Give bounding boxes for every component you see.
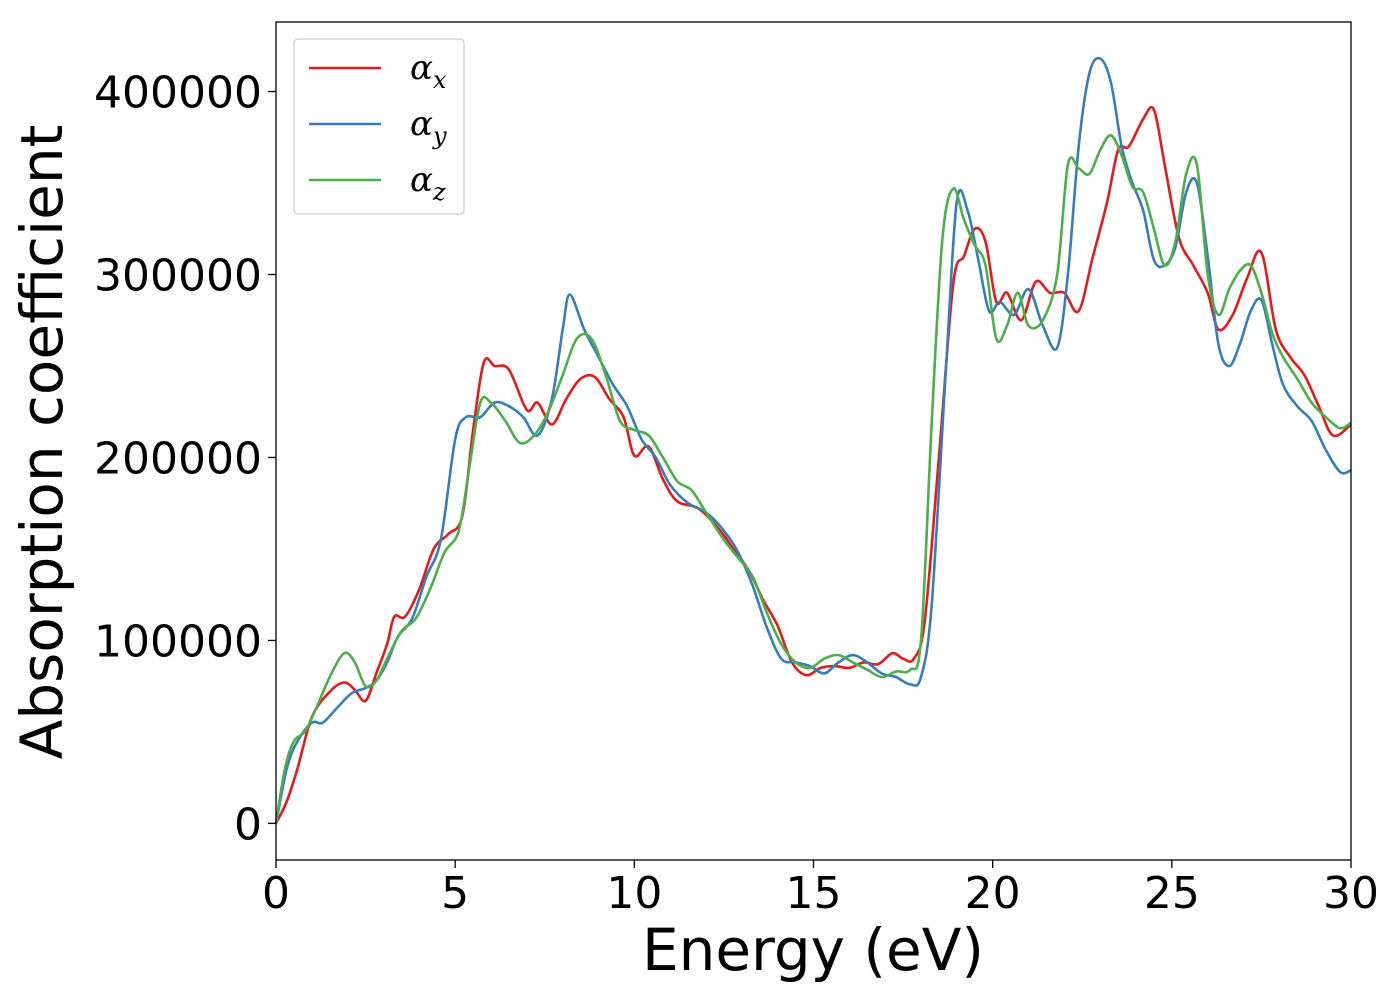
x-tick-label: 15 bbox=[786, 868, 842, 919]
y-tick-label: 300000 bbox=[94, 250, 262, 301]
y-axis-ticks: 0 100000 200000 300000 400000 bbox=[94, 68, 276, 850]
x-tick-label: 30 bbox=[1323, 868, 1379, 919]
y-tick-label: 200000 bbox=[94, 433, 262, 484]
y-axis-title: Absorption coefficient bbox=[8, 125, 76, 760]
legend-label-z: αz bbox=[410, 160, 446, 206]
y-tick-label: 0 bbox=[234, 799, 262, 850]
legend: αx αy αz bbox=[293, 38, 465, 215]
series-line-x bbox=[274, 105, 1352, 824]
x-tick-label: 25 bbox=[1144, 868, 1200, 919]
y-tick-label: 100000 bbox=[94, 616, 262, 667]
plot-lines bbox=[274, 56, 1352, 824]
legend-label-y: αy bbox=[410, 104, 447, 150]
x-tick-label: 5 bbox=[441, 868, 469, 919]
legend-box bbox=[293, 38, 465, 215]
legend-label-x: αx bbox=[410, 48, 447, 94]
x-axis-title: Energy (eV) bbox=[642, 916, 984, 984]
x-tick-label: 20 bbox=[965, 868, 1021, 919]
series-line-z bbox=[274, 134, 1352, 824]
series-line-y bbox=[274, 56, 1352, 824]
x-axis-ticks: 0 5 10 15 20 25 30 bbox=[262, 860, 1379, 919]
x-tick-label: 10 bbox=[606, 868, 662, 919]
y-tick-label: 400000 bbox=[94, 68, 262, 119]
x-tick-label: 0 bbox=[262, 868, 290, 919]
